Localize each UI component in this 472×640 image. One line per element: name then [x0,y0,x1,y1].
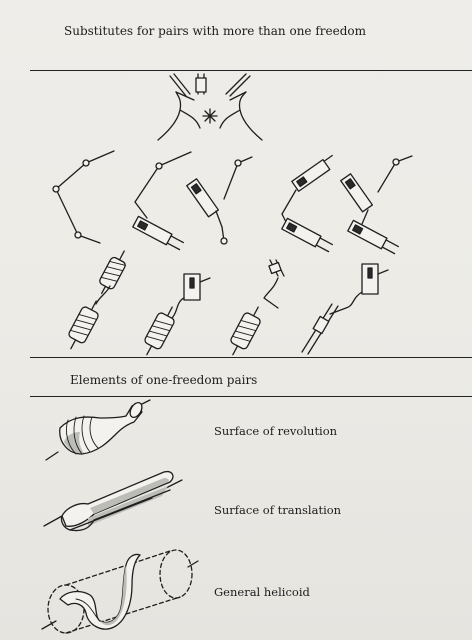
surface-of-translation-figure [43,470,183,532]
planar-linkage-figure-4 [281,154,334,253]
surface-of-revolution-label: Surface of revolution [214,424,338,438]
planar-linkage-figure-3 [186,156,253,245]
divider-top [30,70,472,71]
screw-pair-figure-1 [68,250,127,350]
screw-pair-figure-4 [301,263,389,355]
planar-linkage-figure-2 [132,151,192,251]
section-heading-one-freedom: Elements of one-freedom pairs [70,373,258,387]
divider-middle [30,357,472,358]
planar-linkage-figure-5 [340,155,413,255]
surface-of-translation-label: Surface of translation [214,503,342,517]
planar-linkage-figure-1 [52,150,115,244]
general-helicoid-figure [41,549,199,634]
general-helicoid-label: General helicoid [214,585,310,599]
divider-lower [30,396,472,397]
surface-of-revolution-figure [45,399,151,461]
screw-pair-figure-3 [230,259,285,356]
screw-pair-figure-2 [144,273,211,356]
spherical-joint-figure [157,73,263,141]
section-heading-multi-freedom: Substitutes for pairs with more than one… [64,24,367,38]
